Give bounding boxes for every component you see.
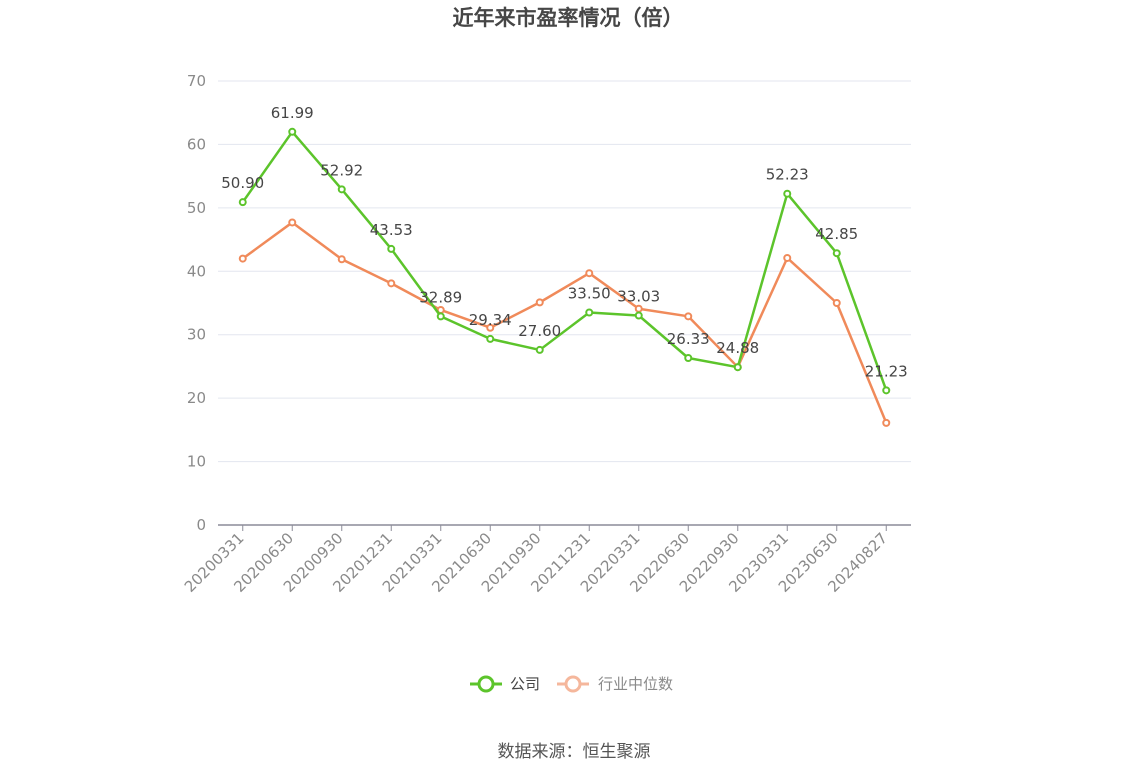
data-label: 21.23 bbox=[865, 362, 908, 380]
grid-lines bbox=[218, 80, 911, 463]
y-tick-label: 30 bbox=[187, 326, 206, 344]
data-point-0[interactable] bbox=[882, 386, 891, 395]
data-point-0[interactable] bbox=[535, 345, 544, 354]
y-tick-label: 60 bbox=[187, 135, 206, 153]
series-line-0 bbox=[241, 130, 888, 391]
y-tick-label: 20 bbox=[187, 389, 206, 407]
data-label: 27.60 bbox=[518, 322, 561, 340]
data-point-0[interactable] bbox=[783, 189, 792, 198]
data-label: 24.88 bbox=[716, 339, 759, 357]
data-point-0[interactable] bbox=[832, 249, 841, 258]
legend-industry-marker bbox=[564, 675, 582, 693]
data-labels: 50.90 61.99 52.92 43.53 32.89 29.34 27.60 33.50… bbox=[221, 104, 907, 381]
data-point-1[interactable] bbox=[832, 299, 841, 307]
data-point-1[interactable] bbox=[486, 323, 495, 332]
legend-company-marker bbox=[477, 675, 495, 693]
data-point-0[interactable] bbox=[733, 363, 742, 372]
data-label: 26.33 bbox=[667, 330, 710, 348]
data-point-0[interactable] bbox=[486, 334, 495, 343]
data-label: 52.23 bbox=[766, 166, 809, 184]
data-label: 52.92 bbox=[320, 161, 363, 179]
data-point-1[interactable] bbox=[238, 254, 247, 263]
series-line-1 bbox=[242, 221, 888, 424]
data-label: 50.90 bbox=[221, 174, 264, 192]
data-point-1[interactable] bbox=[634, 304, 643, 313]
chart-title: 近年来市盈率情况（倍） bbox=[453, 6, 684, 30]
data-source: 数据来源：恒生聚源 bbox=[498, 742, 651, 762]
y-tick-label: 10 bbox=[187, 453, 206, 471]
data-point-1[interactable] bbox=[288, 218, 297, 227]
x-axis: 2020033120200630202009302020123120210331… bbox=[181, 524, 911, 596]
data-label: 42.85 bbox=[815, 225, 858, 243]
data-point-1[interactable] bbox=[684, 312, 693, 321]
data-label: 32.89 bbox=[419, 288, 462, 306]
y-axis: 0 10 20 30 40 50 60 70 bbox=[187, 72, 206, 534]
series-layer bbox=[238, 127, 891, 427]
y-tick-label: 50 bbox=[187, 199, 206, 217]
data-point-1[interactable] bbox=[535, 298, 544, 307]
y-tick-label: 70 bbox=[187, 72, 206, 90]
legend-item-industry[interactable]: 行业中位数 bbox=[557, 675, 673, 693]
legend-item-company[interactable]: 公司 bbox=[470, 675, 540, 693]
data-label: 33.50 bbox=[568, 285, 611, 303]
data-label: 43.53 bbox=[370, 221, 413, 239]
data-point-0[interactable] bbox=[238, 198, 247, 207]
data-point-0[interactable] bbox=[634, 311, 643, 320]
data-point-0[interactable] bbox=[684, 353, 693, 362]
data-point-1[interactable] bbox=[783, 253, 792, 262]
data-label: 33.03 bbox=[617, 287, 660, 305]
legend-industry-label: 行业中位数 bbox=[598, 675, 673, 693]
data-point-0[interactable] bbox=[288, 127, 297, 136]
y-tick-label: 40 bbox=[187, 262, 206, 280]
legend-company-label: 公司 bbox=[510, 675, 540, 693]
data-point-0[interactable] bbox=[387, 244, 396, 253]
data-point-1[interactable] bbox=[387, 279, 396, 288]
data-point-0[interactable] bbox=[585, 308, 594, 317]
data-point-1[interactable] bbox=[882, 418, 891, 427]
data-label: 61.99 bbox=[271, 104, 314, 122]
data-label: 29.34 bbox=[469, 311, 512, 329]
data-point-1[interactable] bbox=[585, 269, 594, 278]
data-point-1[interactable] bbox=[337, 255, 346, 264]
y-tick-label: 0 bbox=[196, 516, 206, 534]
data-point-0[interactable] bbox=[436, 312, 445, 321]
data-point-0[interactable] bbox=[337, 185, 346, 194]
legend[interactable]: 公司 行业中位数 bbox=[470, 675, 673, 693]
